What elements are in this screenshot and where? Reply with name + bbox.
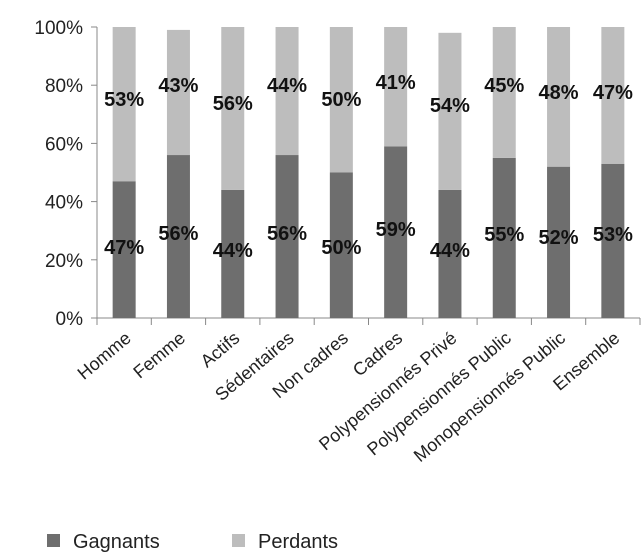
data-label-gagnants: 53% bbox=[593, 224, 633, 246]
legend-swatch bbox=[47, 534, 60, 547]
bar-gagnants bbox=[492, 157, 516, 318]
data-label-gagnants: 55% bbox=[484, 224, 524, 246]
legend-label: Gagnants bbox=[73, 531, 160, 553]
bar-perdants bbox=[547, 27, 571, 167]
bar-perdants bbox=[384, 27, 408, 147]
category-label: Femme bbox=[129, 328, 189, 383]
bar-gagnants bbox=[221, 189, 245, 318]
category-label: Actifs bbox=[197, 328, 244, 372]
legend-label: Perdants bbox=[258, 531, 338, 553]
bar-perdants bbox=[221, 27, 245, 190]
data-label-perdants: 47% bbox=[593, 82, 633, 104]
bar-perdants bbox=[112, 27, 136, 182]
data-label-perdants: 53% bbox=[104, 89, 144, 111]
data-label-perdants: 43% bbox=[158, 75, 198, 97]
bar-perdants bbox=[275, 27, 299, 156]
data-label-perdants: 41% bbox=[376, 72, 416, 94]
bar-gagnants bbox=[601, 163, 625, 318]
data-label-perdants: 48% bbox=[539, 82, 579, 104]
data-label-gagnants: 52% bbox=[539, 227, 579, 249]
bar-perdants bbox=[492, 27, 516, 158]
data-labels: 47% 53% 56% 43% 44% 56% 56% 44% 50% 50% 59% 41% 44% 5… bbox=[104, 72, 633, 262]
bar-gagnants bbox=[384, 146, 408, 318]
bar-perdants bbox=[166, 29, 190, 156]
y-tick-label: 100% bbox=[34, 18, 83, 39]
bar-gagnants bbox=[275, 155, 299, 318]
y-tick-label: 40% bbox=[45, 193, 83, 214]
y-tick-label: 0% bbox=[56, 309, 84, 330]
data-label-gagnants: 44% bbox=[430, 240, 470, 262]
data-label-gagnants: 56% bbox=[158, 223, 198, 245]
legend: Gagnants Perdants bbox=[47, 531, 338, 553]
bars bbox=[112, 27, 625, 318]
data-label-gagnants: 47% bbox=[104, 237, 144, 259]
data-label-perdants: 45% bbox=[484, 75, 524, 97]
bar-gagnants bbox=[112, 181, 136, 318]
legend-swatch bbox=[232, 534, 245, 547]
bar-gagnants bbox=[329, 172, 353, 318]
data-label-perdants: 44% bbox=[267, 75, 307, 97]
data-label-gagnants: 59% bbox=[376, 219, 416, 241]
bar-gagnants bbox=[166, 155, 190, 318]
data-label-perdants: 50% bbox=[321, 89, 361, 111]
y-tick-label: 80% bbox=[45, 76, 83, 97]
data-label-gagnants: 50% bbox=[321, 237, 361, 259]
bar-perdants bbox=[329, 27, 353, 173]
data-label-gagnants: 56% bbox=[267, 223, 307, 245]
data-label-perdants: 56% bbox=[213, 93, 253, 115]
bar-gagnants bbox=[438, 189, 462, 318]
data-label-perdants: 54% bbox=[430, 95, 470, 117]
category-label: Homme bbox=[74, 328, 135, 384]
y-tick-labels: 0% 20% 40% 60% 80% 100% bbox=[34, 18, 83, 330]
bar-perdants bbox=[438, 32, 462, 190]
y-tick-label: 20% bbox=[45, 251, 83, 272]
y-tick-label: 60% bbox=[45, 134, 83, 155]
bar-perdants bbox=[601, 27, 625, 164]
data-label-gagnants: 44% bbox=[213, 240, 253, 262]
bar-gagnants bbox=[547, 166, 571, 318]
